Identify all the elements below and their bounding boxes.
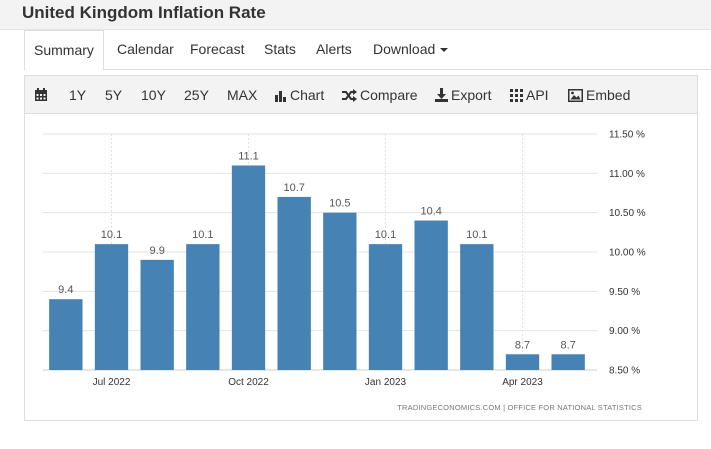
range-10y-button[interactable]: 10Y xyxy=(141,87,166,103)
range-5y-button[interactable]: 5Y xyxy=(105,87,123,103)
x-tick-label: Jan 2023 xyxy=(365,377,407,388)
data-label: 8.7 xyxy=(561,339,576,351)
tab-alerts[interactable]: Alerts xyxy=(316,41,352,57)
embed-label: Embed xyxy=(586,87,631,103)
export-label: Export xyxy=(451,87,492,103)
bar xyxy=(140,259,174,370)
image-icon xyxy=(568,89,583,102)
tab-download[interactable]: Download xyxy=(373,30,449,70)
inflation-bar-chart: 9.4 10.1 9.9 10.1 11.1 10.7 10.5 10.1 10.4 10.1 8.… xyxy=(43,130,646,412)
page-title: United Kingdom Inflation Rate xyxy=(22,3,266,22)
embed-button[interactable]: Embed xyxy=(568,76,630,114)
shuffle-icon xyxy=(342,89,357,102)
chart-data-labels: 9.4 10.1 9.9 10.1 11.1 10.7 10.5 10.1 10.4 10.1 8.… xyxy=(58,150,576,351)
data-label: 9.9 xyxy=(150,245,165,257)
api-label: API xyxy=(526,87,549,103)
chart-bars xyxy=(49,165,585,370)
data-label: 10.1 xyxy=(466,229,487,241)
download-icon xyxy=(435,88,448,102)
bar xyxy=(323,212,357,370)
data-label: 9.4 xyxy=(58,284,73,296)
chart-x-axis: Jul 2022 Oct 2022 Jan 2023 Apr 2023 xyxy=(93,377,544,388)
data-label: 10.7 xyxy=(283,182,304,194)
y-tick-label: 11.50 % xyxy=(609,130,645,141)
range-25y-button[interactable]: 25Y xyxy=(184,87,209,103)
bar-chart-icon xyxy=(275,91,286,102)
title-bar: United Kingdom Inflation Rate xyxy=(0,0,711,30)
chart-type-button[interactable]: Chart xyxy=(274,76,324,114)
range-1y-button[interactable]: 1Y xyxy=(69,87,87,103)
tab-bar: Summary Calendar Forecast Stats Alerts D… xyxy=(24,30,711,71)
grid-icon xyxy=(510,89,523,102)
y-tick-label: 11.00 % xyxy=(609,169,645,180)
tab-stats[interactable]: Stats xyxy=(264,41,296,57)
export-button[interactable]: Export xyxy=(435,76,491,114)
bar xyxy=(231,165,266,370)
calendar-icon xyxy=(35,88,47,101)
data-label: 10.4 xyxy=(420,206,441,218)
data-label: 10.5 xyxy=(329,198,350,210)
x-tick-label: Apr 2023 xyxy=(502,377,543,388)
bar xyxy=(49,299,83,370)
y-tick-label: 10.00 % xyxy=(609,248,646,259)
chart-y-axis: 8.50 % 9.00 % 9.50 % 10.00 % 10.50 % 11.00 % 1… xyxy=(609,130,646,377)
data-label: 10.1 xyxy=(192,229,213,241)
calendar-button[interactable] xyxy=(34,76,51,114)
data-label: 10.1 xyxy=(101,229,122,241)
range-max-button[interactable]: MAX xyxy=(227,87,258,103)
chart-panel: 1Y 5Y 10Y 25Y MAX Chart Compare xyxy=(24,75,698,421)
chart-type-label: Chart xyxy=(290,87,325,103)
tab-download-label: Download xyxy=(373,41,436,57)
x-tick-label: Jul 2022 xyxy=(93,377,131,388)
bar xyxy=(94,244,129,370)
tab-summary[interactable]: Summary xyxy=(24,30,104,71)
chart-source-credit: TRADINGECONOMICS.COM | OFFICE FOR NATION… xyxy=(397,403,642,412)
bar xyxy=(505,354,540,370)
y-tick-label: 10.50 % xyxy=(609,208,646,219)
data-label: 11.1 xyxy=(238,150,259,162)
bar xyxy=(186,244,220,370)
y-tick-label: 9.50 % xyxy=(609,287,640,298)
tab-calendar[interactable]: Calendar xyxy=(117,41,174,57)
y-tick-label: 9.00 % xyxy=(609,326,640,337)
tab-forecast[interactable]: Forecast xyxy=(190,41,245,57)
compare-button[interactable]: Compare xyxy=(341,76,418,114)
bar xyxy=(368,244,403,370)
bar xyxy=(460,244,494,370)
y-tick-label: 8.50 % xyxy=(609,366,640,377)
bar xyxy=(277,196,311,370)
bar xyxy=(414,220,448,370)
data-label: 8.7 xyxy=(515,339,530,351)
bar xyxy=(551,354,585,370)
compare-label: Compare xyxy=(360,87,418,103)
data-label: 10.1 xyxy=(375,229,396,241)
api-button[interactable]: API xyxy=(510,76,549,114)
chart-toolbar: 1Y 5Y 10Y 25Y MAX Chart Compare xyxy=(25,76,697,114)
caret-down-icon xyxy=(440,48,449,53)
x-tick-label: Oct 2022 xyxy=(228,377,269,388)
